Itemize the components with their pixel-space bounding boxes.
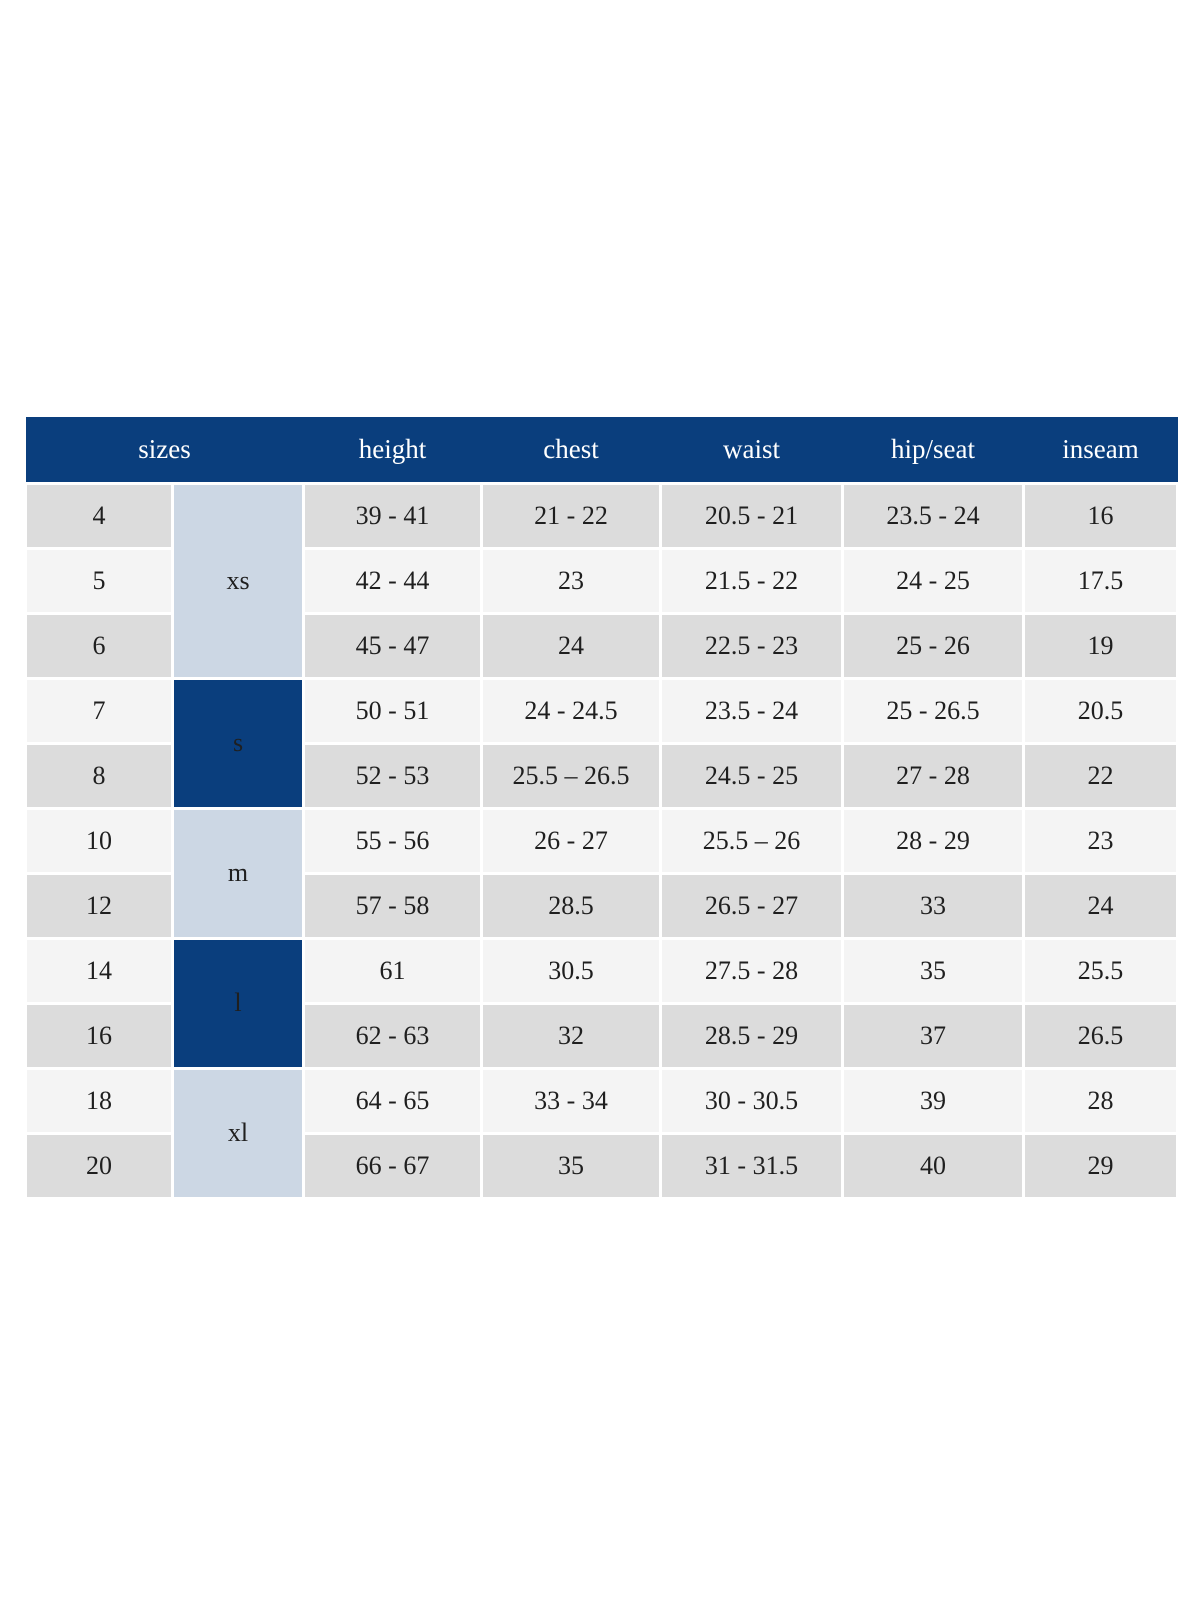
header-cell-waist: waist [660, 417, 843, 483]
measure-cell-inseam: 24 [1022, 871, 1180, 940]
measure-cell-chest: 23 [480, 546, 663, 615]
measure-cell-chest: 26 - 27 [480, 806, 663, 875]
size-group-cell: s [170, 676, 306, 810]
measure-cell-waist: 31 - 31.5 [659, 1131, 845, 1200]
size-number-cell: 16 [24, 1001, 174, 1070]
measure-cell-chest: 35 [480, 1131, 663, 1200]
measure-cell-chest: 32 [480, 1001, 663, 1070]
measure-cell-height: 57 - 58 [302, 871, 484, 940]
table-row: 18 xl 64 - 65 33 - 34 30 - 30.5 39 28 [24, 1066, 1180, 1200]
measure-cell-waist: 21.5 - 22 [659, 546, 845, 615]
measure-cell-inseam: 23 [1022, 806, 1180, 875]
measure-cell-hip-seat: 37 [841, 1001, 1026, 1070]
size-number-cell: 7 [24, 676, 174, 745]
header-row: sizes height chest waist hip/seat inseam [25, 417, 1178, 483]
size-number-cell: 18 [24, 1066, 174, 1135]
measure-cell-height: 52 - 53 [302, 741, 484, 810]
measure-cell-hip-seat: 28 - 29 [841, 806, 1026, 875]
measure-cell-inseam: 20.5 [1022, 676, 1180, 745]
size-group-cell: xs [170, 481, 306, 680]
measure-cell-waist: 20.5 - 21 [659, 481, 845, 550]
size-chart-container: sizes height chest waist hip/seat inseam… [24, 417, 1180, 1200]
measure-cell-hip-seat: 25 - 26.5 [841, 676, 1026, 745]
measure-cell-chest: 21 - 22 [480, 481, 663, 550]
header-cell-sizes: sizes [25, 417, 304, 483]
table-row: 12 57 - 58 28.5 26.5 - 27 33 24 [24, 871, 1180, 940]
measure-cell-hip-seat: 40 [841, 1131, 1026, 1200]
table-row: 10 m 55 - 56 26 - 27 25.5 – 26 28 - 29 23 [24, 806, 1180, 940]
size-number-cell: 4 [24, 481, 174, 550]
header-cell-hip-seat: hip/seat [842, 417, 1024, 483]
measure-cell-hip-seat: 33 [841, 871, 1026, 940]
measure-cell-height: 39 - 41 [302, 481, 484, 550]
measure-cell-height: 42 - 44 [302, 546, 484, 615]
table-row: 5 42 - 44 23 21.5 - 22 24 - 25 17.5 [24, 546, 1180, 615]
size-chart-table: sizes height chest waist hip/seat inseam… [24, 417, 1180, 1200]
measure-cell-chest: 24 - 24.5 [480, 676, 663, 745]
header-cell-inseam: inseam [1023, 417, 1178, 483]
size-group-cell: m [170, 806, 306, 940]
measure-cell-chest: 33 - 34 [480, 1066, 663, 1135]
measure-cell-inseam: 25.5 [1022, 936, 1180, 1005]
measure-cell-hip-seat: 39 [841, 1066, 1026, 1135]
measure-cell-inseam: 17.5 [1022, 546, 1180, 615]
size-number-cell: 14 [24, 936, 174, 1005]
measure-cell-height: 64 - 65 [302, 1066, 484, 1135]
measure-cell-height: 61 [302, 936, 484, 1005]
measure-cell-waist: 25.5 – 26 [659, 806, 845, 875]
measure-cell-chest: 28.5 [480, 871, 663, 940]
size-chart-header: sizes height chest waist hip/seat inseam [25, 417, 1178, 483]
measure-cell-hip-seat: 27 - 28 [841, 741, 1026, 810]
measure-cell-waist: 28.5 - 29 [659, 1001, 845, 1070]
measure-cell-chest: 30.5 [480, 936, 663, 1005]
measure-cell-inseam: 16 [1022, 481, 1180, 550]
measure-cell-height: 55 - 56 [302, 806, 484, 875]
size-group-cell: xl [170, 1066, 306, 1200]
measure-cell-chest: 25.5 – 26.5 [480, 741, 663, 810]
size-number-cell: 12 [24, 871, 174, 940]
measure-cell-waist: 26.5 - 27 [659, 871, 845, 940]
table-row: 20 66 - 67 35 31 - 31.5 40 29 [24, 1131, 1180, 1200]
table-row: 8 52 - 53 25.5 – 26.5 24.5 - 25 27 - 28 22 [24, 741, 1180, 810]
table-row: 7 s 50 - 51 24 - 24.5 23.5 - 24 25 - 26.5 20.5 [24, 676, 1180, 810]
measure-cell-hip-seat: 24 - 25 [841, 546, 1026, 615]
header-cell-height: height [303, 417, 482, 483]
measure-cell-inseam: 19 [1022, 611, 1180, 680]
size-number-cell: 6 [24, 611, 174, 680]
measure-cell-hip-seat: 35 [841, 936, 1026, 1005]
measure-cell-waist: 24.5 - 25 [659, 741, 845, 810]
table-row: 4 xs 39 - 41 21 - 22 20.5 - 21 23.5 - 24 16 [24, 481, 1180, 680]
size-number-cell: 5 [24, 546, 174, 615]
measure-cell-height: 50 - 51 [302, 676, 484, 745]
measure-cell-inseam: 22 [1022, 741, 1180, 810]
table-row: 6 45 - 47 24 22.5 - 23 25 - 26 19 [24, 611, 1180, 680]
size-group-cell: l [170, 936, 306, 1070]
measure-cell-waist: 23.5 - 24 [659, 676, 845, 745]
size-number-cell: 20 [24, 1131, 174, 1200]
measure-cell-inseam: 26.5 [1022, 1001, 1180, 1070]
table-row: 14 l 61 30.5 27.5 - 28 35 25.5 [24, 936, 1180, 1070]
table-row: 16 62 - 63 32 28.5 - 29 37 26.5 [24, 1001, 1180, 1070]
header-cell-chest: chest [481, 417, 661, 483]
measure-cell-waist: 27.5 - 28 [659, 936, 845, 1005]
measure-cell-hip-seat: 23.5 - 24 [841, 481, 1026, 550]
size-chart-body: 4 xs 39 - 41 21 - 22 20.5 - 21 23.5 - 24 16 5 42… [24, 481, 1180, 1200]
size-number-cell: 8 [24, 741, 174, 810]
measure-cell-height: 45 - 47 [302, 611, 484, 680]
measure-cell-hip-seat: 25 - 26 [841, 611, 1026, 680]
size-number-cell: 10 [24, 806, 174, 875]
measure-cell-inseam: 28 [1022, 1066, 1180, 1135]
measure-cell-waist: 30 - 30.5 [659, 1066, 845, 1135]
measure-cell-height: 66 - 67 [302, 1131, 484, 1200]
measure-cell-height: 62 - 63 [302, 1001, 484, 1070]
measure-cell-inseam: 29 [1022, 1131, 1180, 1200]
measure-cell-chest: 24 [480, 611, 663, 680]
measure-cell-waist: 22.5 - 23 [659, 611, 845, 680]
